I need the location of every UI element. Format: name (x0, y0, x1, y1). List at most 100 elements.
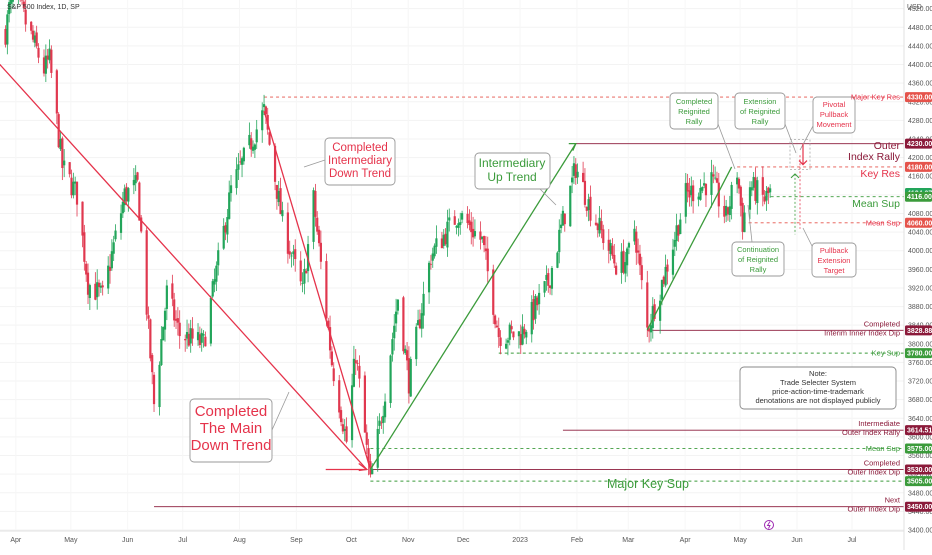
candle-body (215, 266, 217, 282)
candle-body (12, 0, 14, 2)
candle-body (177, 318, 179, 323)
candle-body (705, 184, 707, 195)
candle-body (254, 144, 256, 149)
y-tick-label: 3560.00 (908, 453, 932, 460)
candle-body (366, 432, 368, 444)
y-tick-label: 3960.00 (908, 267, 932, 274)
candle-body (210, 298, 212, 344)
candle-body (602, 229, 604, 243)
x-tick-label: Oct (346, 537, 357, 544)
candle-body (512, 331, 514, 337)
candle-body (164, 311, 166, 330)
candle-body (113, 242, 115, 253)
price-badge-label: 3530.00 (907, 467, 932, 474)
x-tick-label: May (64, 537, 78, 544)
price-badge-label: 3450.00 (907, 504, 932, 511)
candle-body (235, 169, 237, 188)
candle-body (639, 254, 641, 266)
candle-body (153, 375, 155, 404)
candle-body (641, 265, 643, 280)
candle-body (358, 366, 360, 379)
label-intermediate-outer: Intermediate (858, 419, 900, 428)
annotation-main-downtrend: Completed (195, 403, 268, 420)
candle-body (544, 281, 546, 293)
candle-body (37, 48, 39, 58)
candle-body (294, 249, 296, 259)
candle-body (397, 300, 399, 311)
price-badge-label: 3780.00 (907, 351, 932, 358)
candle-body (356, 363, 358, 364)
candle-body (487, 249, 489, 272)
x-tick-label: Jun (791, 537, 802, 544)
chart-title: S&P 500 Index, 1D, SP (7, 4, 80, 11)
candle-body (756, 180, 758, 203)
candle-body (160, 339, 162, 365)
x-tick-label: Feb (571, 537, 583, 544)
candle-body (600, 221, 602, 230)
candle-body (338, 380, 340, 412)
label-next-outer-dip: Outer Index Dip (847, 505, 900, 514)
candle-body (146, 230, 148, 314)
candle-body (435, 238, 437, 246)
candle-body (769, 188, 771, 192)
note-text: price-action-time-trademark (772, 387, 864, 396)
annotation-continuation-reignited: Continuation (737, 245, 779, 254)
y-tick-label: 4200.00 (908, 155, 932, 162)
candle-body (305, 271, 307, 273)
candle-body (377, 429, 379, 468)
candle-body (333, 368, 335, 381)
y-tick-label: 3880.00 (908, 304, 932, 311)
candle-body (687, 183, 689, 192)
price-badge-label: 4060.00 (907, 220, 932, 227)
candle-body (316, 218, 318, 232)
x-tick-label: Jul (178, 537, 187, 544)
y-tick-label: 3720.00 (908, 379, 932, 386)
candle-body (483, 236, 485, 245)
annotation-extension-reignited: Extension (744, 97, 777, 106)
candle-body (89, 285, 91, 298)
candle-body (166, 285, 168, 308)
candle-body (611, 246, 613, 256)
candle-body (136, 172, 138, 179)
candle-body (300, 261, 302, 282)
x-tick-label: Apr (680, 537, 692, 544)
candle-body (749, 187, 751, 209)
annotation-main-downtrend: The Main (200, 420, 263, 437)
candle-body (281, 210, 283, 216)
candle-body (507, 340, 509, 342)
candle-body (147, 315, 149, 318)
candle-body (355, 360, 357, 363)
candle-body (314, 191, 316, 217)
price-badge-label: 4180.00 (907, 164, 932, 171)
annotation-completed-reignited: Rally (686, 117, 703, 126)
candle-body (474, 231, 476, 236)
candle-body (716, 178, 718, 182)
candle-body (111, 251, 113, 268)
label-completed-outer-dip: Outer Index Dip (847, 467, 900, 476)
candle-body (171, 283, 173, 298)
candle-body (395, 312, 397, 324)
candle-body (569, 186, 571, 227)
candle-body (410, 359, 412, 397)
candle-body (179, 323, 181, 336)
candle-body (76, 182, 78, 205)
candle-body (564, 214, 566, 225)
annotation-pivotal-pullback: Movement (816, 120, 852, 129)
candle-body (120, 213, 122, 233)
y-tick-label: 4360.00 (908, 81, 932, 88)
candle-body (318, 230, 320, 243)
label-mean-sup: Mean Sup (852, 198, 900, 210)
candle-body (56, 70, 58, 113)
candle-body (204, 337, 206, 347)
candle-body (81, 202, 83, 236)
candle-body (589, 197, 591, 221)
y-tick-label: 3680.00 (908, 397, 932, 404)
candle-body (422, 294, 424, 316)
candle-body (63, 161, 65, 166)
candle-body (202, 334, 204, 335)
candle-body (547, 273, 549, 286)
candle-body (72, 182, 74, 196)
y-tick-label: 4040.00 (908, 230, 932, 237)
